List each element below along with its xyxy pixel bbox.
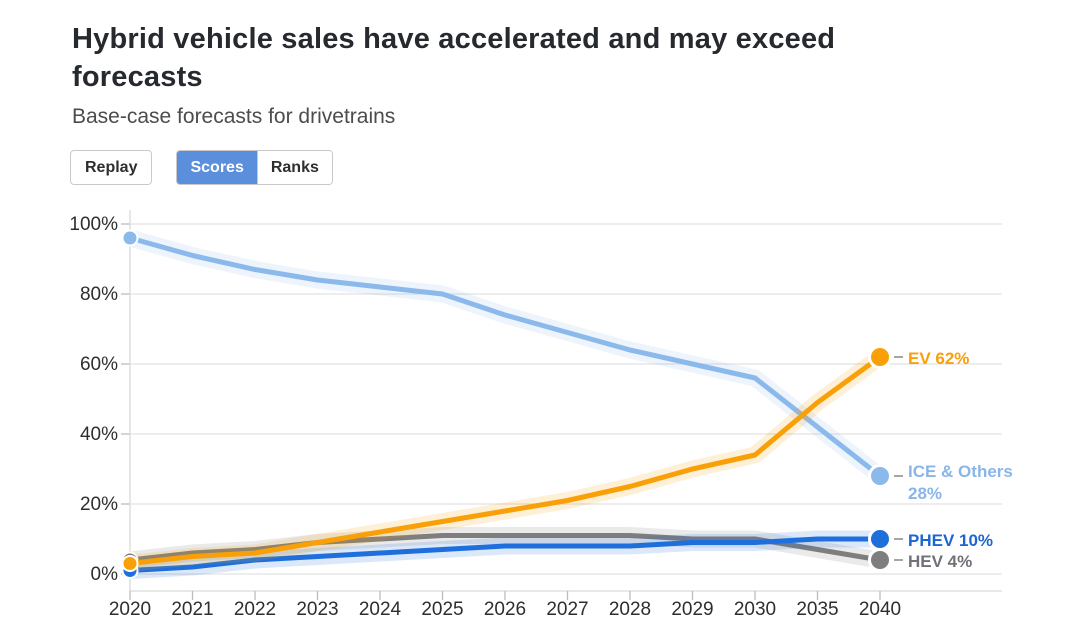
x-axis-label: 2035 xyxy=(796,599,838,620)
series-label-ev: EV 62% xyxy=(908,349,969,368)
series-start-dot-ice-others xyxy=(121,229,139,247)
series-end-dot-hev xyxy=(868,548,892,572)
x-axis-label: 2024 xyxy=(359,599,402,620)
x-axis-label: 2022 xyxy=(234,599,276,620)
replay-button[interactable]: Replay xyxy=(70,150,153,185)
x-axis-label: 2023 xyxy=(296,599,338,620)
tab-scores[interactable]: Scores xyxy=(177,151,257,184)
series-line-phev xyxy=(127,536,883,573)
x-axis-label: 2020 xyxy=(109,599,151,620)
series-line-hev xyxy=(127,533,883,563)
x-axis-label: 2026 xyxy=(484,599,526,620)
x-axis-label: 2030 xyxy=(734,599,776,620)
series-label-phev: PHEV 10% xyxy=(908,531,993,550)
series-end-dot-phev xyxy=(868,527,892,551)
y-axis-label: 100% xyxy=(69,214,118,235)
series-end-dot-ev xyxy=(868,345,892,369)
x-axis-label: 2021 xyxy=(171,599,213,620)
page-subtitle: Base-case forecasts for drivetrains xyxy=(72,104,396,128)
series-line-ice-others xyxy=(127,235,883,479)
series-label-hev: HEV 4% xyxy=(908,552,972,571)
y-axis-label: 0% xyxy=(91,564,119,585)
x-axis-label: 2040 xyxy=(859,599,901,620)
y-axis-label: 60% xyxy=(80,354,118,375)
y-axis-label: 40% xyxy=(80,424,118,445)
series-end-dot-ice-others xyxy=(868,464,892,488)
x-axis-label: 2029 xyxy=(671,599,713,620)
view-toggle: Scores Ranks xyxy=(176,150,333,185)
y-axis-label: 20% xyxy=(80,494,118,515)
header: Hybrid vehicle sales have accelerated an… xyxy=(72,20,952,129)
page-title: Hybrid vehicle sales have accelerated an… xyxy=(72,23,836,94)
series-start-dot-ev xyxy=(121,555,139,572)
x-axis-label: 2025 xyxy=(421,599,463,620)
y-axis-label: 80% xyxy=(80,284,118,305)
x-axis-label: 2028 xyxy=(609,599,651,620)
series-label-ice-others: ICE & Others 28% xyxy=(908,462,1013,503)
series-line-ev xyxy=(127,354,883,566)
x-axis-label: 2027 xyxy=(546,599,588,620)
tab-ranks[interactable]: Ranks xyxy=(256,151,332,184)
chart-controls: Replay Scores Ranks xyxy=(70,150,333,185)
